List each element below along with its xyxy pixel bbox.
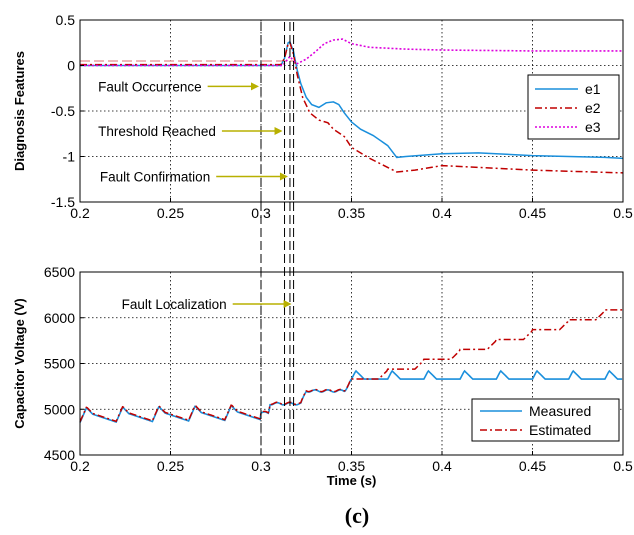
y-tick-label: 0.5	[56, 12, 76, 28]
x-tick-label: 0.45	[519, 458, 546, 474]
bottom-event-lines	[260, 202, 295, 454]
legend-box	[471, 398, 620, 442]
x-tick-label: 0.2	[70, 205, 90, 221]
annotation-label: Threshold Reached	[98, 124, 216, 139]
top-legend: e1 e2 e3	[527, 74, 620, 140]
bottom-y-axis-label: Capacitor Voltage (V)	[12, 298, 27, 429]
bottom-annotations: Fault Localization	[122, 297, 292, 312]
y-tick-label: -1.5	[51, 194, 75, 210]
y-tick-label: 6000	[44, 310, 75, 326]
top-y-axis-label: Diagnosis Features	[12, 51, 27, 171]
annotation-label: Fault Occurrence	[98, 79, 202, 94]
annotation-label: Fault Localization	[122, 297, 227, 312]
bottom-series	[79, 309, 623, 424]
x-tick-label: 0.5	[613, 458, 633, 474]
arrow-head	[283, 300, 292, 309]
arrow-head	[251, 82, 259, 91]
x-axis-label: Time (s)	[327, 473, 377, 488]
x-tick-label: 0.4	[432, 458, 452, 474]
bottom-ticks: 0.2 0.25 0.3 0.35 0.4 0.45 0.5 4500 5000 5500 6000…	[44, 264, 633, 474]
series-e2	[80, 41, 624, 174]
top-series	[80, 38, 624, 174]
series-measured	[79, 369, 623, 424]
legend-label: e2	[585, 100, 601, 116]
legend-box	[527, 74, 620, 140]
y-tick-label: -0.5	[51, 103, 75, 119]
bottom-chart: 0.2 0.25 0.3 0.35 0.4 0.45 0.5 4500 5000 5500 6000…	[12, 202, 633, 488]
y-tick-label: 4500	[44, 447, 75, 463]
series-estimated	[79, 309, 623, 423]
x-tick-label: 0.3	[251, 205, 271, 221]
x-tick-label: 0.25	[157, 458, 184, 474]
y-tick-label: 6500	[44, 264, 75, 280]
x-tick-label: 0.5	[613, 205, 633, 221]
series-e3	[80, 38, 623, 67]
y-tick-label: 5500	[44, 356, 75, 372]
x-tick-label: 0.25	[157, 205, 184, 221]
legend-label: e3	[585, 119, 601, 135]
panel-label: (c)	[345, 503, 369, 528]
x-tick-label: 0.4	[432, 205, 452, 221]
top-annotations: Fault Occurrence Threshold Reached Fault C…	[98, 79, 288, 185]
legend-label: e1	[585, 81, 601, 97]
top-chart: 0.2 0.25 0.3 0.35 0.4 0.45 0.5 -1.5 -1 -0.5 0 0.5 F…	[12, 12, 633, 221]
legend-label: Estimated	[529, 422, 591, 438]
x-tick-label: 0.3	[251, 458, 271, 474]
arrow-head	[279, 172, 288, 181]
y-tick-label: -1	[63, 149, 76, 165]
x-tick-label: 0.45	[519, 205, 546, 221]
bottom-legend: Measured Estimated	[471, 398, 620, 442]
y-tick-label: 0	[67, 58, 75, 74]
x-tick-label: 0.2	[70, 458, 90, 474]
x-tick-label: 0.35	[338, 458, 365, 474]
annotation-label: Fault Confirmation	[100, 170, 210, 185]
series-e1	[80, 40, 624, 160]
top-ticks: 0.2 0.25 0.3 0.35 0.4 0.45 0.5 -1.5 -1 -0.5 0 0.5	[51, 12, 633, 221]
arrow-head	[274, 127, 283, 136]
y-tick-label: 5000	[44, 401, 75, 417]
legend-label: Measured	[529, 403, 591, 419]
top-event-lines	[260, 22, 295, 201]
x-tick-label: 0.35	[338, 205, 365, 221]
